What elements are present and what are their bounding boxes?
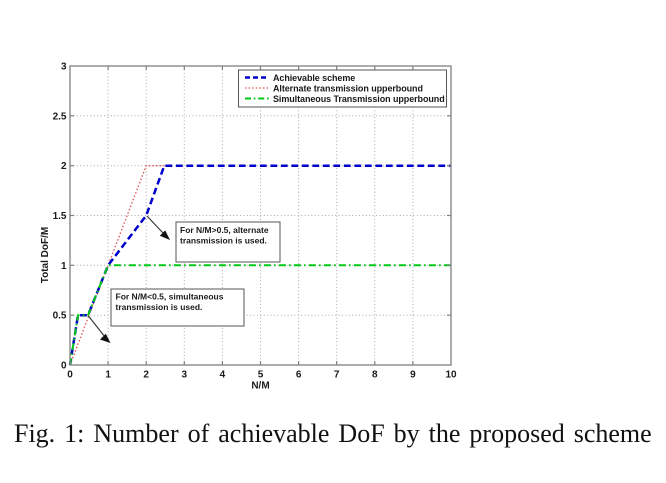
svg-text:2.5: 2.5: [53, 111, 67, 122]
svg-text:5: 5: [258, 370, 264, 381]
svg-text:3: 3: [182, 370, 188, 381]
svg-text:4: 4: [220, 370, 226, 381]
svg-text:1: 1: [105, 370, 111, 381]
svg-text:3: 3: [61, 62, 67, 73]
svg-text:8: 8: [372, 370, 378, 381]
svg-text:Achievable scheme: Achievable scheme: [273, 73, 355, 83]
svg-text:Alternate transmission upperbo: Alternate transmission upperbound: [273, 84, 423, 94]
svg-text:0: 0: [61, 361, 67, 372]
svg-text:0: 0: [67, 370, 73, 381]
svg-text:10: 10: [445, 370, 457, 381]
svg-text:0.5: 0.5: [53, 311, 67, 322]
svg-text:7: 7: [334, 370, 340, 381]
svg-text:2: 2: [143, 370, 149, 381]
svg-text:N/M: N/M: [251, 381, 269, 392]
svg-text:9: 9: [410, 370, 416, 381]
svg-text:6: 6: [296, 370, 302, 381]
svg-text:2: 2: [61, 161, 67, 172]
svg-text:Total DoF/M: Total DoF/M: [40, 227, 51, 283]
svg-text:1.5: 1.5: [53, 211, 67, 222]
svg-text:For N/M>0.5, alternate: For N/M>0.5, alternate: [180, 225, 269, 235]
svg-text:Simultaneous Transmission uppe: Simultaneous Transmission upperbound: [273, 94, 445, 104]
svg-text:transmission is used.: transmission is used.: [116, 302, 203, 312]
svg-text:1: 1: [61, 261, 67, 272]
svg-text:transmission is used.: transmission is used.: [180, 236, 267, 246]
svg-text:For N/M<0.5, simultaneous: For N/M<0.5, simultaneous: [116, 292, 224, 302]
